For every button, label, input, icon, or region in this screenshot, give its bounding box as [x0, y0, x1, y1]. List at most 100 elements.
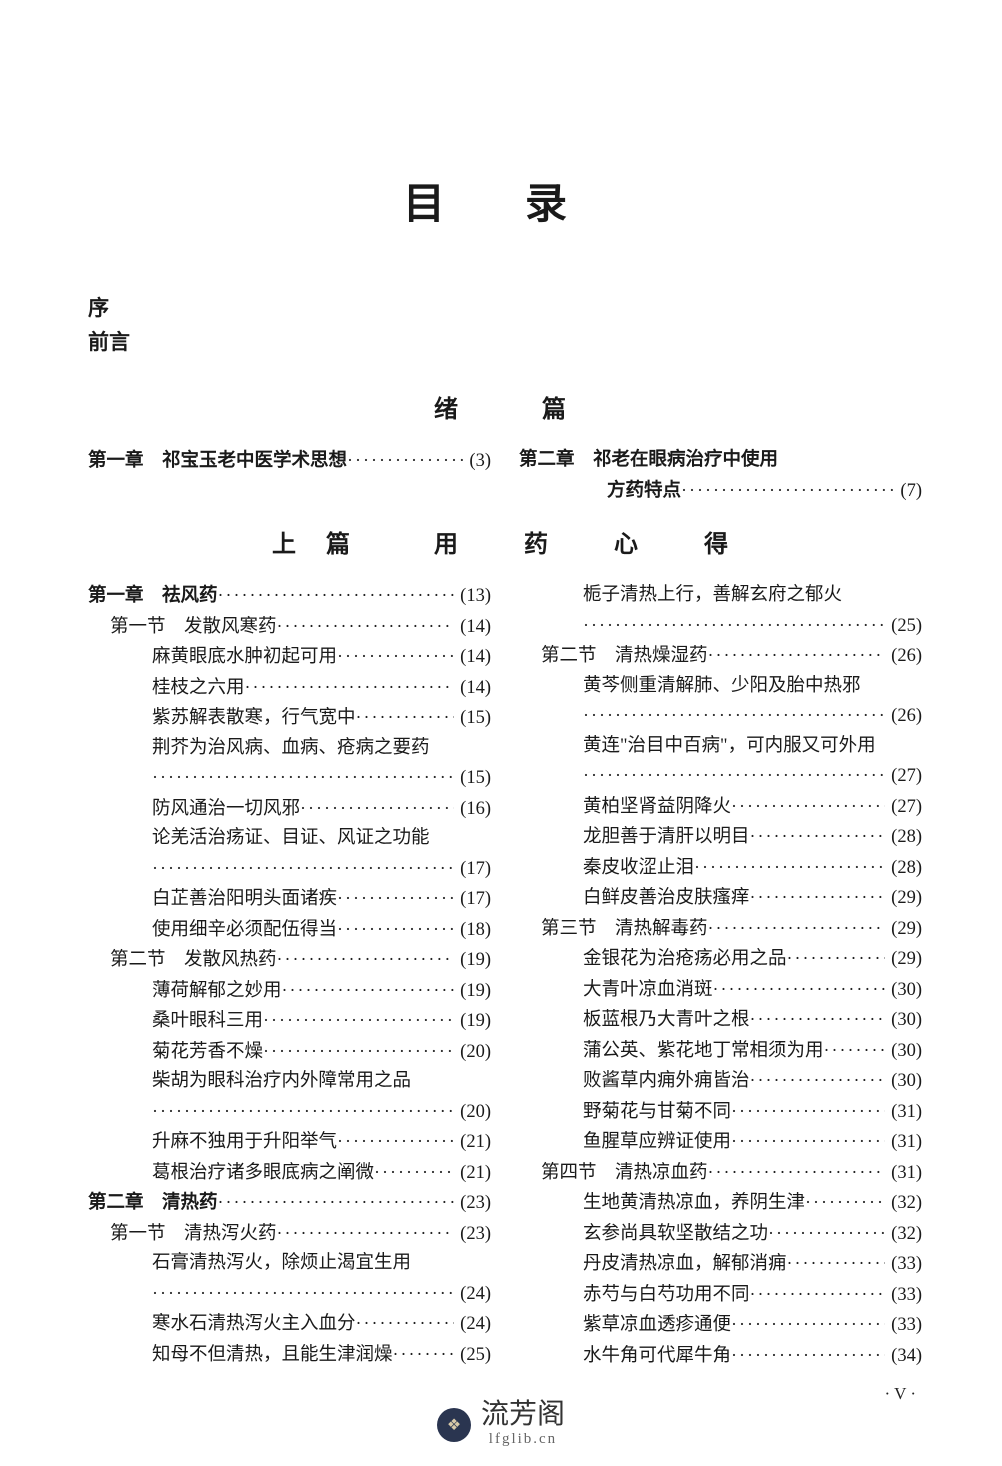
toc-line: (17) [88, 854, 491, 885]
toc-line: 菊花芳香不燥(20) [88, 1037, 491, 1068]
shang-right-col: 栀子清热上行，善解玄府之郁火(25)第二节 清热燥湿药(26)黄芩侧重清解肺、少… [519, 581, 922, 1371]
toc-line: (24) [88, 1279, 491, 1310]
toc-leader [750, 1005, 886, 1035]
toc-label: 龙胆善于清肝以明目 [583, 823, 750, 853]
toc-page: (19) [454, 946, 491, 976]
toc-leader [750, 1280, 886, 1310]
toc-line: 龙胆善于清肝以明目 (28) [519, 822, 922, 853]
toc-leader [731, 1127, 885, 1157]
toc-line: 板蓝根乃大青叶之根(30) [519, 1005, 922, 1036]
toc-page: (23) [454, 1220, 491, 1250]
toc-label: 水牛角可代犀牛角 [583, 1342, 731, 1372]
toc-leader [277, 612, 455, 642]
toc-page: (20) [454, 1098, 491, 1128]
toc-label: 玄参尚具软坚散结之功 [583, 1220, 768, 1250]
toc-label: 鱼腥草应辨证使用 [583, 1128, 731, 1158]
toc-label: 蒲公英、紫花地丁常相须为用 [583, 1037, 824, 1067]
toc-page: (17) [454, 885, 491, 915]
toc-leader [337, 642, 454, 672]
toc-page: (28) [885, 854, 922, 884]
toc-leader [356, 1309, 455, 1339]
xu-right-col: 第二章 祁老在眼病治疗中使用方药特点(7) [519, 446, 922, 506]
toc-line: (26) [519, 701, 922, 732]
toc-page: (25) [885, 612, 922, 642]
toc-label: 第二章 祁老在眼病治疗中使用 [519, 446, 778, 476]
part-xu-heading: 绪 篇 [88, 389, 922, 424]
toc-page: (34) [885, 1342, 922, 1372]
toc-label: 升麻不独用于升阳举气 [152, 1128, 337, 1158]
toc-line: 使用细辛必须配伍得当(18) [88, 915, 491, 946]
toc-label: 秦皮收涩止泪 [583, 854, 694, 884]
toc-line: 第二章 清热药(23) [88, 1188, 491, 1219]
toc-page: (33) [885, 1281, 922, 1311]
toc-label: 第三节 清热解毒药 [541, 915, 708, 945]
toc-leader [694, 853, 885, 883]
footer: ❖ 流芳阁 lfglib.cn [0, 1401, 1002, 1448]
toc-label: 白鲜皮善治皮肤瘙痒 [583, 884, 750, 914]
toc-page: (16) [454, 795, 491, 825]
toc-leader [708, 914, 886, 944]
toc-line: 第一节 清热泻火药 (23) [88, 1219, 491, 1250]
toc-label: 丹皮清热凉血，解郁消痈 [583, 1250, 787, 1280]
toc-leader [152, 854, 454, 884]
toc-label: 第一章 祁宝玉老中医学术思想 [88, 447, 347, 477]
toc-label: 黄连"治目中百病"，可内服又可外用 [583, 732, 876, 762]
toc-leader [263, 1006, 454, 1036]
toc-label: 第一章 祛风药 [88, 582, 218, 612]
toc-line: 第二章 祁老在眼病治疗中使用 [519, 446, 922, 476]
toc-line: 防风通治一切风邪(16) [88, 794, 491, 825]
toc-leader [750, 822, 886, 852]
page-title: 目录 [88, 170, 922, 231]
toc-line: 第三节 清热解毒药 (29) [519, 914, 922, 945]
toc-label: 菊花芳香不燥 [152, 1038, 263, 1068]
toc-line: 第二节 清热燥湿药(26) [519, 641, 922, 672]
toc-label: 大青叶凉血消斑 [583, 976, 713, 1006]
toc-page: (29) [885, 915, 922, 945]
toc-line: 紫苏解表散寒，行气宽中(15) [88, 703, 491, 734]
toc-page: (30) [885, 1037, 922, 1067]
toc-page: (24) [454, 1280, 491, 1310]
toc-page: (17) [454, 855, 491, 885]
toc-label: 薄荷解郁之妙用 [152, 977, 282, 1007]
toc-page: (26) [885, 702, 922, 732]
pre-foreword: 前言 [88, 325, 922, 359]
toc-leader [583, 761, 885, 791]
toc-page: (30) [885, 1067, 922, 1097]
toc-line: 柴胡为眼科治疗内外障常用之品 [88, 1067, 491, 1097]
toc-label: 第四节 清热凉血药 [541, 1159, 708, 1189]
toc-page: (3) [463, 447, 491, 477]
toc-label: 寒水石清热泻火主入血分 [152, 1310, 356, 1340]
toc-page: (29) [885, 945, 922, 975]
toc-page: (28) [885, 823, 922, 853]
toc-line: 知母不但清热，且能生津润燥(25) [88, 1340, 491, 1371]
part-shang-columns: 第一章 祛风药(13)第一节 发散风寒药(14)麻黄眼底水肿初起可用(14)桂枝… [88, 581, 922, 1371]
toc-page: (27) [885, 762, 922, 792]
toc-line: 升麻不独用于升阳举气(21) [88, 1127, 491, 1158]
toc-label: 黄芩侧重清解肺、少阳及胎中热邪 [583, 672, 861, 702]
toc-line: (25) [519, 611, 922, 642]
toc-label: 葛根治疗诸多眼底病之阐微 [152, 1159, 374, 1189]
site-logo-icon: ❖ [437, 1408, 471, 1442]
toc-line: 第一章 祁宝玉老中医学术思想 (3) [88, 446, 491, 477]
toc-leader [152, 1097, 454, 1127]
toc-label: 麻黄眼底水肿初起可用 [152, 643, 337, 673]
toc-page: (33) [885, 1311, 922, 1341]
toc-leader [337, 1127, 454, 1157]
toc-line: 寒水石清热泻火主入血分(24) [88, 1309, 491, 1340]
toc-label: 板蓝根乃大青叶之根 [583, 1006, 750, 1036]
toc-page: (7) [894, 477, 922, 507]
toc-leader [787, 944, 886, 974]
toc-line: 论羌活治疡证、目证、风证之功能 [88, 824, 491, 854]
toc-line: 紫草凉血透疹通便 (33) [519, 1310, 922, 1341]
toc-leader [152, 763, 454, 793]
toc-label: 第一节 清热泻火药 [110, 1220, 277, 1250]
toc-leader [245, 673, 455, 703]
toc-label: 野菊花与甘菊不同 [583, 1098, 731, 1128]
toc-label: 石膏清热泻火，除烦止渴宜生用 [152, 1249, 411, 1279]
toc-page: (15) [454, 704, 491, 734]
toc-line: 水牛角可代犀牛角 (34) [519, 1341, 922, 1372]
toc-line: 鱼腥草应辨证使用(31) [519, 1127, 922, 1158]
toc-leader [393, 1340, 455, 1370]
toc-line: 白芷善治阳明头面诸疾(17) [88, 884, 491, 915]
toc-label: 紫草凉血透疹通便 [583, 1311, 731, 1341]
